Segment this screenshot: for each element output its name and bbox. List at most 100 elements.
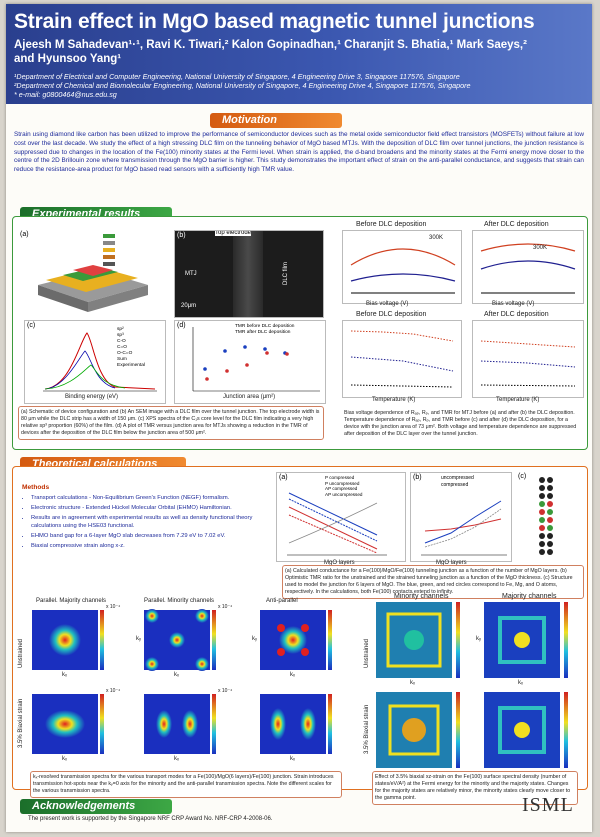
legend-after: TMR after DLC deposition [235,330,291,335]
fig-a-label: (a) [20,231,29,238]
xps-legend-item: C-O [117,339,126,344]
methods-item: Results are in agreement with experiment… [31,514,266,530]
legend-item: AP uncompressed [325,491,363,497]
temp-after-plot [472,320,584,398]
affiliation-2: ²Department of Chemical and Biomolecular… [14,81,471,90]
legend-item: P compressed [325,475,355,480]
xps-spectrum: (c) Binding energy (eV) sp² sp³ C-O C=O … [24,320,166,404]
xps-legend-item: C=O [117,345,127,350]
xps-legend-item: sp² [117,327,124,332]
poster-title: Strain effect in MgO based magnetic tunn… [14,10,535,33]
kx-axis-label: kₓ [174,672,179,678]
tmr-area-scatter [192,327,320,392]
temp-before-curves [350,330,454,388]
after-dlc-title: After DLC deposition [484,221,549,228]
acknowledgement-text: The present work is supported by the Sin… [28,816,273,822]
bias-before-plot: 300K [342,230,462,304]
atom-column [539,477,553,555]
xps-xlabel: Binding energy (eV) [65,394,119,400]
bias-before-curves [350,248,456,294]
theory-xlabel-a: MgO layers [324,560,355,566]
map-title-antiparallel: Anti-parallel [266,598,298,604]
isml-logo: ISML [522,794,574,816]
before-dlc-title: Before DLC deposition [356,221,427,228]
methods-heading: Methods [22,484,50,491]
temp-xlabel-before: Temperature (K) [372,397,416,403]
xps-legend-item: Sum [117,357,127,362]
junction-structure: (c) [516,472,578,560]
transmission-maps [32,602,568,768]
motivation-heading: Motivation [210,113,342,128]
kx-axis-label: kₓ [518,680,523,686]
methods-item: EHMO band gap for a 6-layer MgO slab dec… [31,532,266,540]
map-title-parallel-minority: Parallel. Minority channels [144,598,215,604]
methods-item: Biaxial compressive strain along x-z. [31,542,266,550]
tmr-area-xlabel: Junction area (μm²) [223,394,276,400]
authors-line-2: and Hyunsoo Yang¹ [14,53,122,65]
scale-bar-label: 20μm [181,303,197,309]
conductance-legend: P compressed P uncompressed AP compresse… [325,475,362,497]
map-title-majority: Majority channels [502,593,557,600]
xps-legend: sp² sp³ C-O C=O O-C=O Sum Experimental [117,327,145,369]
conductance-curves [287,492,387,556]
kx-axis-label: kₓ [62,756,67,762]
kx-axis-label: kₓ [62,672,67,678]
methods-list: Transport calculations - Non-Equilibrium… [22,494,266,550]
affiliations: ¹Department of Electrical and Computer E… [14,72,471,99]
temp-before-plot [342,320,462,398]
methods-block: Methods Transport calculations - Non-Equ… [22,484,266,552]
kx-axis-label: kₓ [174,756,179,762]
temp-300k-label: 300K [429,235,444,241]
xps-plot [43,332,157,392]
sem-image: (b) Top electrode MTJ DLC film 20μm [174,230,324,318]
methods-item: Transport calculations - Non-Equilibrium… [31,494,266,502]
legend-item: P uncompressed [325,480,360,486]
after-dlc-title-2: After DLC deposition [484,311,549,318]
dlc-strip [233,231,263,317]
bias-xlabel-after: Bias voltage (V) [492,301,535,307]
theory-caption-bottom-left: kₓ-resolved transmission spectra for the… [30,771,342,798]
xps-legend-item: O-C=O [117,351,133,356]
theory-fig-a-label: (a) [279,474,288,481]
tmr-vs-layers-plot: (b) uncompressed compressed [410,472,512,562]
kx-axis-label: kₓ [290,756,295,762]
scale-label: x 10⁻⁴ [218,688,233,694]
top-electrode-label: Top electrode [215,230,252,236]
theory-caption-bottom-right: Effect of 3.5% biaxial xz-strain on the … [372,771,578,805]
device-schematic: (a) [18,230,158,318]
legend-item: compressed [441,481,469,488]
temp-300k-label-after: 300K [533,245,548,251]
ky-axis-label: kᵧ [476,636,481,642]
poster: Strain effect in MgO based magnetic tunn… [6,4,592,832]
tmr-layers-curves [421,500,507,556]
poster-header: Strain effect in MgO based magnetic tunn… [6,4,592,104]
fig-c-label: (c) [27,322,36,329]
kx-axis-label: kₓ [290,672,295,678]
xps-legend-item: sp³ [117,333,124,338]
methods-item: Electronic structure - Extended Hückel M… [31,504,266,512]
xps-legend-item: Experimental [117,363,145,368]
bias-after-curves [480,243,576,294]
experimental-caption-right: Bias voltage dependence of Rₐₚ, Rₚ, and … [342,408,582,440]
tmr-layers-legend: uncompressed compressed [441,475,474,488]
bias-xlabel-before: Bias voltage (V) [366,301,409,307]
tmr-vs-area-plot: (d) TMR before DLC deposition TMR after … [174,320,326,404]
acknowledgements-heading: Acknowledgements [20,799,172,814]
contact-email: * e-mail: g0800464@nus.edu.sg [14,90,117,99]
mtj-label: MTJ [185,271,197,277]
motivation-text: Strain using diamond like carbon has bee… [14,131,584,174]
theory-xlabel-b: MgO layers [436,560,467,566]
experimental-caption-left: (a) Schematic of device configuration an… [18,406,324,440]
bias-after-plot: 300K [472,230,584,304]
authors-line-1: Ajeesh M Sahadevan¹·¹, Ravi K. Tiwari,² … [14,39,527,51]
affiliation-1: ¹Department of Electrical and Computer E… [14,72,460,81]
device-schematic-drawing [38,234,148,312]
scale-label: x 10⁻⁴ [218,604,233,610]
author-list: Ajeesh M Sahadevan¹·¹, Ravi K. Tiwari,² … [14,38,584,66]
ky-axis-label: kᵧ [136,636,141,642]
fig-b-label: (b) [177,232,186,239]
scale-label: x 10⁻⁴ [106,688,121,694]
legend-before: TMR before DLC deposition [235,324,295,329]
kx-axis-label: kₓ [410,680,415,686]
temp-xlabel-after: Temperature (K) [496,397,540,403]
